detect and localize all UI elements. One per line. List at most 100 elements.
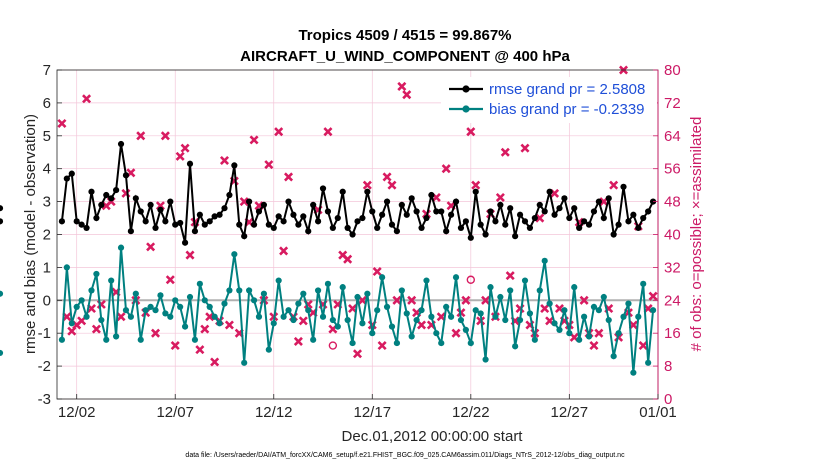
bias-point-25 [181,323,189,330]
bias-point-96 [531,336,538,343]
obs-possible-marker-1 [328,341,338,350]
rmse-point-45 [280,218,287,225]
obs-assimilated-marker-49 [298,316,308,326]
obs-assimilated-marker-30 [205,312,215,322]
bias-point-14 [127,313,134,320]
right-axis-ticks: 0 8 16 24 32 40 48 56 64 72 80 [653,62,681,408]
rmse-point-92 [512,233,519,240]
rmse-point-7 [93,214,100,222]
bias-point-53 [319,313,327,320]
bias-point-16 [137,336,144,343]
obs-assimilated-marker-45 [279,246,289,256]
rmse-point-38 [246,198,253,205]
rmse-point-4 [78,221,85,228]
rmse-point-101 [556,205,563,212]
rmse-point-52 [314,218,322,225]
rmse-point-111 [605,195,612,202]
bias-point-61 [359,320,366,327]
bias-point-38 [246,287,253,294]
rmse-point-98 [541,208,548,215]
bias-point-80 [452,274,460,281]
rmse-point-90 [502,221,509,228]
rmse-point-58 [344,224,351,232]
bias-point-57 [339,284,346,291]
bias-point-46 [285,307,292,314]
bias-point-100 [551,320,558,327]
bias-point-68 [393,339,401,347]
obs-assimilated-marker-37 [239,197,249,207]
rmse-point-13 [122,172,130,179]
y2-tick-label-10: 80 [664,62,681,79]
bias-point-103 [566,330,573,337]
bias-point-40 [255,313,263,320]
bias-point-60 [354,293,361,301]
rmse-point-115 [625,218,632,225]
bias-point-29 [201,297,208,304]
y-tick-label-1: -2 [38,358,51,375]
rmse-point-57 [339,188,346,195]
x-tick-label-1: 12/07 [156,404,194,421]
obs-assimilated-marker-12 [116,312,126,322]
rmse-point-77 [438,208,445,215]
rmse-point-2 [68,170,75,177]
obs-assimilated-marker-34 [224,320,234,330]
bias-point-6 [88,287,95,294]
bias-point-108 [590,303,598,310]
bias-point-104 [571,284,578,291]
obs-assimilated-marker-42 [264,160,274,170]
rmse-point-35 [231,162,238,169]
obs-assimilated-marker-24 [175,151,185,161]
y2-tick-label-7: 56 [664,161,681,178]
bias-point-94 [521,277,529,284]
bias-point-52 [314,287,322,294]
rmse-point-110 [600,214,607,222]
rmse-point-116 [630,211,637,218]
rmse-point-14 [127,228,134,235]
bias-point-9 [103,336,110,343]
obs-assimilated-marker-19 [151,328,161,338]
rmse-point-22 [167,198,174,205]
obs-assimilated-marker-94 [520,143,530,153]
rmse-point-5 [83,224,90,232]
rmse-point-106 [581,218,588,225]
bias-point-111 [605,316,612,324]
rmse-point-96 [531,214,538,222]
bias-point-28 [196,280,203,287]
bias-point-13 [122,307,130,314]
rmse-point-46 [285,198,292,205]
y2-tick-label-9: 72 [664,95,681,112]
obs-assimilated-marker-78 [441,164,451,174]
bias-point-12 [117,244,125,251]
x-axis-ticks: 12/02 12/07 12/12 12/17 12/22 12/27 01/01 [58,394,677,421]
rmse-point-82 [462,218,469,225]
bias-point-81 [457,316,465,324]
rmse-point-63 [369,208,376,215]
rmse-point-71 [408,195,415,202]
rmse-point-94 [521,218,529,225]
bias-point-50 [305,307,312,314]
rmse-point-84 [472,188,479,195]
bias-point-2 [68,320,75,327]
bias-point-0 [58,336,66,343]
left-axis-ticks: -3 -2 -1 0 1 2 3 4 5 6 7 [38,62,62,408]
rmse-point-29 [201,221,208,228]
rmse-point-109 [595,198,602,205]
rmse-line [60,143,654,243]
bias-point-26 [186,293,194,301]
obs-assimilated-marker-108 [589,341,599,351]
rmse-point-83 [467,234,474,241]
rmse-point-33 [221,205,228,212]
legend-bias-marker [462,105,470,113]
rmse-point-51 [310,201,317,208]
x-axis-label: Dec.01,2012 00:00:00 start [342,428,524,445]
rmse-point-9 [103,191,110,199]
bias-point-86 [482,356,489,363]
rmse-point-70 [403,211,410,218]
y2-tick-label-0: 0 [664,391,672,408]
obs-assimilated-marker-89 [495,192,505,203]
rmse-point-103 [566,214,573,222]
bias-point-120 [649,307,657,314]
rmse-point-17 [142,218,149,225]
bias-point-48 [295,300,302,307]
bias-point-73 [418,307,425,314]
